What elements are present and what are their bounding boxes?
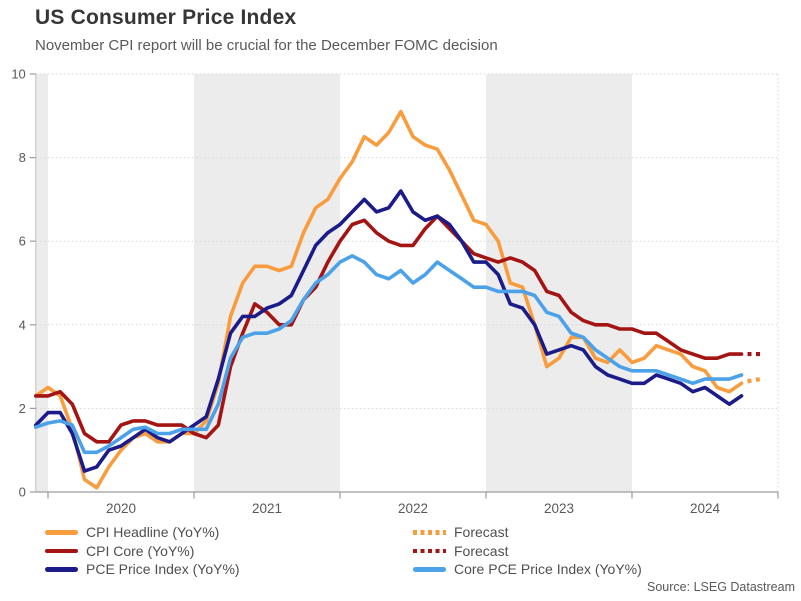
legend-column-1: CPI Headline (YoY%) CPI Core (YoY%) PCE Pr… bbox=[45, 523, 240, 579]
series-line-pce-price-index-yoy bbox=[34, 189, 744, 473]
legend-label: PCE Price Index (YoY%) bbox=[86, 561, 240, 578]
y-tick-label: 4 bbox=[19, 317, 26, 332]
legend-item-forecast: Forecast bbox=[413, 523, 642, 542]
chart-subtitle: November CPI report will be crucial for … bbox=[35, 37, 498, 54]
line-swatch-icon bbox=[45, 567, 78, 572]
x-tick-label-2023: 2023 bbox=[544, 501, 574, 516]
line-swatch-icon bbox=[45, 548, 78, 553]
forecast-segment-cpi-headline-yoy bbox=[747, 377, 761, 384]
legend-label: CPI Headline (YoY%) bbox=[86, 524, 220, 541]
legend-label: Forecast bbox=[454, 524, 509, 541]
legend-item-cpi-core-yoy: CPI Core (YoY%) bbox=[45, 542, 240, 561]
legend-item-forecast: Forecast bbox=[413, 542, 642, 561]
legend-label: Forecast bbox=[454, 542, 509, 559]
x-tick-label-2022: 2022 bbox=[398, 501, 428, 516]
line-swatch-icon bbox=[45, 530, 78, 535]
dotted-line-swatch-icon bbox=[413, 530, 446, 535]
series-line-cpi-core-yoy bbox=[34, 214, 744, 444]
dotted-line-swatch-icon bbox=[413, 548, 446, 553]
y-tick-label: 8 bbox=[19, 150, 26, 165]
x-tick-label-2020: 2020 bbox=[106, 501, 136, 516]
chart-title: US Consumer Price Index bbox=[35, 6, 297, 29]
legend-item-pce-price-index-yoy: PCE Price Index (YoY%) bbox=[45, 560, 240, 579]
legend-item-cpi-headline-yoy: CPI Headline (YoY%) bbox=[45, 523, 240, 542]
legend-item-core-pce-price-index-yoy: Core PCE Price Index (YoY%) bbox=[413, 560, 642, 579]
source-credit: Source: LSEG Datastream bbox=[647, 580, 795, 594]
line-swatch-icon bbox=[413, 567, 446, 572]
legend-label: Core PCE Price Index (YoY%) bbox=[454, 561, 642, 578]
y-tick-label: 6 bbox=[19, 234, 26, 249]
legend-column-2: Forecast Forecast Core PCE Price Index (Yo… bbox=[413, 523, 642, 579]
x-tick-label-2021: 2021 bbox=[252, 501, 282, 516]
legend-label: CPI Core (YoY%) bbox=[86, 542, 195, 559]
y-tick-label: 2 bbox=[19, 401, 26, 416]
chart-legend: CPI Headline (YoY%) CPI Core (YoY%) PCE Pr… bbox=[0, 523, 801, 579]
series-line-core-pce-price-index-yoy bbox=[34, 254, 744, 455]
x-tick-label-2024: 2024 bbox=[690, 501, 721, 516]
y-tick-label: 0 bbox=[19, 485, 26, 500]
year-band-2023 bbox=[486, 74, 632, 492]
y-tick-label: 10 bbox=[11, 67, 25, 82]
series-line-cpi-headline-yoy bbox=[34, 109, 744, 490]
year-band-2019 bbox=[35, 74, 48, 492]
